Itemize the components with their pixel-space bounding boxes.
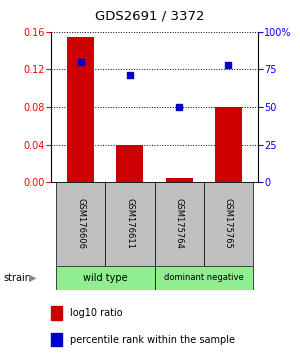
Text: strain: strain bbox=[3, 273, 31, 283]
Bar bbox=[116, 145, 143, 182]
Bar bbox=[154, 182, 204, 266]
Bar bbox=[154, 266, 253, 290]
Text: GSM175765: GSM175765 bbox=[224, 199, 233, 249]
Bar bbox=[51, 306, 62, 320]
Bar bbox=[105, 182, 154, 266]
Point bbox=[78, 59, 83, 65]
Point bbox=[128, 73, 132, 78]
Bar bbox=[67, 36, 94, 182]
Text: GDS2691 / 3372: GDS2691 / 3372 bbox=[95, 10, 205, 22]
Text: dominant negative: dominant negative bbox=[164, 273, 244, 282]
Bar bbox=[56, 266, 154, 290]
Text: wild type: wild type bbox=[83, 273, 128, 283]
Bar bbox=[215, 107, 242, 182]
Text: ▶: ▶ bbox=[29, 273, 37, 283]
Text: GSM175764: GSM175764 bbox=[175, 199, 184, 249]
Point bbox=[226, 62, 231, 68]
Text: GSM176611: GSM176611 bbox=[125, 199, 134, 249]
Text: GSM176606: GSM176606 bbox=[76, 198, 85, 250]
Bar bbox=[204, 182, 253, 266]
Bar bbox=[51, 333, 62, 347]
Text: log10 ratio: log10 ratio bbox=[70, 308, 122, 318]
Bar bbox=[56, 182, 105, 266]
Text: percentile rank within the sample: percentile rank within the sample bbox=[70, 335, 235, 344]
Bar bbox=[166, 178, 193, 182]
Point bbox=[177, 104, 182, 110]
